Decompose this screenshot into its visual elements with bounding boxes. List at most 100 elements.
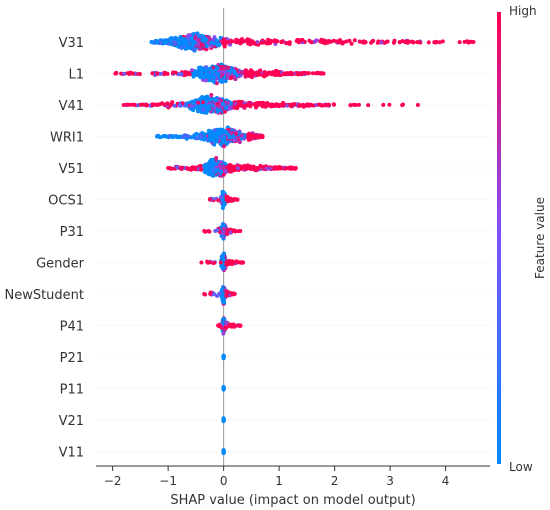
shap-point	[144, 103, 149, 108]
shap-point	[198, 133, 203, 138]
shap-point	[221, 418, 226, 423]
x-axis: −2 −1 0 1 2 3 4	[96, 465, 490, 488]
feature-label: P41	[60, 320, 84, 335]
shap-point	[150, 103, 155, 107]
shap-point	[229, 106, 233, 111]
shap-point	[320, 103, 325, 108]
shap-point	[132, 102, 137, 107]
shap-point	[122, 71, 127, 76]
shap-point	[179, 46, 184, 50]
shap-point	[221, 316, 226, 321]
shap-point	[233, 229, 238, 234]
shap-point	[173, 40, 178, 45]
shap-point	[201, 68, 206, 72]
shap-point	[189, 104, 194, 109]
shap-point	[222, 300, 226, 305]
shap-point	[213, 169, 218, 174]
shap-point	[175, 165, 180, 170]
shap-point	[137, 72, 142, 76]
shap-point	[202, 97, 207, 102]
shap-point	[253, 71, 258, 76]
shap-point	[218, 35, 223, 40]
shap-point	[392, 38, 397, 43]
shap-point	[401, 102, 405, 107]
shap-point	[239, 133, 244, 138]
x-tick-label: 4	[442, 474, 450, 488]
shap-point	[125, 71, 130, 76]
shap-point	[183, 133, 188, 138]
shap-point	[297, 103, 302, 108]
shap-point	[215, 101, 220, 106]
shap-point	[361, 40, 366, 45]
shap-point	[221, 385, 226, 390]
shap-point	[317, 102, 321, 107]
shap-point	[269, 71, 274, 75]
shap-point	[211, 79, 216, 84]
feature-label: WRI1	[50, 131, 84, 146]
shap-point	[295, 71, 300, 76]
shap-point	[258, 163, 263, 168]
shap-point	[219, 131, 224, 135]
shap-point	[121, 103, 126, 107]
shap-point	[229, 75, 234, 80]
shap-point	[169, 36, 174, 41]
shap-point	[222, 66, 227, 71]
shap-point	[411, 40, 416, 45]
shap-point	[471, 40, 476, 44]
shap-point	[221, 331, 226, 336]
shap-point	[209, 44, 214, 49]
shap-point	[217, 164, 222, 168]
x-tick-label: 0	[220, 474, 228, 488]
shap-point	[165, 39, 170, 44]
colorbar: High Low Feature value	[497, 4, 547, 474]
shap-point	[349, 41, 354, 46]
shap-point	[221, 449, 226, 454]
shap-point	[210, 158, 215, 163]
shap-point	[205, 166, 210, 171]
shap-point	[216, 63, 221, 67]
shap-point	[317, 71, 322, 76]
shap-point	[215, 72, 220, 77]
shap-point	[235, 197, 240, 202]
feature-label: V21	[59, 414, 84, 429]
shap-point	[163, 71, 168, 76]
shap-point	[306, 103, 310, 108]
shap-point	[201, 43, 205, 47]
shap-point	[260, 134, 265, 139]
shap-point	[227, 198, 232, 203]
shap-point	[406, 39, 411, 44]
shap-point	[179, 72, 184, 77]
shap-point	[155, 71, 160, 76]
shap-point	[246, 41, 251, 46]
x-axis-title: SHAP value (impact on model output)	[170, 493, 415, 508]
shap-point	[234, 40, 238, 44]
shap-point	[227, 322, 232, 327]
shap-point	[298, 38, 303, 43]
shap-point	[234, 131, 238, 136]
shap-point	[200, 38, 205, 43]
shap-point	[204, 37, 209, 42]
shap-point	[229, 39, 234, 44]
shap-point	[224, 325, 229, 330]
shap-point	[236, 136, 241, 140]
shap-point	[215, 109, 220, 114]
shap-point	[209, 40, 214, 45]
shap-point	[226, 100, 231, 105]
shap-point	[177, 102, 182, 107]
shap-point	[172, 103, 177, 108]
shap-point	[415, 103, 420, 107]
colorbar-gradient	[497, 12, 501, 464]
shap-point	[199, 260, 204, 265]
feature-label: OCS1	[48, 194, 84, 209]
shap-point	[417, 40, 422, 45]
shap-point	[398, 40, 402, 44]
shap-point	[166, 166, 171, 170]
feature-label: V51	[59, 162, 84, 177]
shap-point	[289, 166, 294, 171]
shap-point	[221, 256, 225, 261]
shap-point	[149, 40, 154, 44]
shap-point	[204, 70, 209, 75]
feature-label: L1	[68, 68, 84, 83]
shap-point	[235, 103, 240, 108]
shap-point	[370, 39, 375, 44]
